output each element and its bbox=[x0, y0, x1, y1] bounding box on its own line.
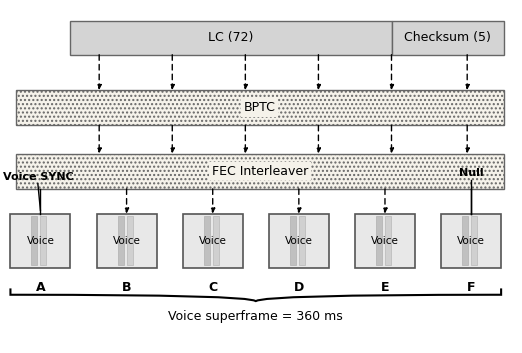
Text: F: F bbox=[467, 281, 476, 294]
Bar bbox=[70, 21, 392, 55]
Text: LC (72): LC (72) bbox=[208, 31, 254, 44]
Bar bbox=[299, 216, 305, 265]
Text: D: D bbox=[294, 281, 304, 294]
Text: Voice: Voice bbox=[371, 236, 399, 246]
Text: FEC Interleaver: FEC Interleaver bbox=[211, 165, 308, 178]
Text: Voice: Voice bbox=[199, 236, 227, 246]
Text: BPTC: BPTC bbox=[244, 101, 276, 114]
Bar bbox=[16, 154, 504, 189]
Text: Voice superframe = 360 ms: Voice superframe = 360 ms bbox=[169, 310, 343, 323]
Bar bbox=[212, 216, 219, 265]
Bar bbox=[117, 216, 124, 265]
Text: Voice: Voice bbox=[27, 236, 54, 246]
Text: Voice: Voice bbox=[457, 236, 485, 246]
Text: Checksum (5): Checksum (5) bbox=[404, 31, 491, 44]
Bar bbox=[471, 216, 477, 265]
Text: E: E bbox=[381, 281, 389, 294]
Bar bbox=[126, 216, 133, 265]
Text: B: B bbox=[122, 281, 132, 294]
Bar bbox=[376, 216, 382, 265]
Bar bbox=[41, 216, 46, 265]
Text: A: A bbox=[35, 281, 45, 294]
Bar bbox=[97, 214, 157, 268]
Bar bbox=[441, 214, 501, 268]
Bar bbox=[204, 216, 210, 265]
Text: Voice: Voice bbox=[113, 236, 140, 246]
Bar bbox=[355, 214, 415, 268]
Bar bbox=[16, 90, 504, 125]
Text: Null: Null bbox=[459, 168, 483, 178]
Bar bbox=[269, 214, 329, 268]
Bar bbox=[10, 214, 70, 268]
Text: Voice SYNC: Voice SYNC bbox=[3, 172, 74, 182]
Bar bbox=[392, 21, 504, 55]
Bar bbox=[290, 216, 296, 265]
Bar bbox=[385, 216, 391, 265]
Bar bbox=[183, 214, 243, 268]
Text: C: C bbox=[208, 281, 217, 294]
Bar bbox=[462, 216, 468, 265]
Bar bbox=[31, 216, 38, 265]
Text: Voice: Voice bbox=[285, 236, 313, 246]
